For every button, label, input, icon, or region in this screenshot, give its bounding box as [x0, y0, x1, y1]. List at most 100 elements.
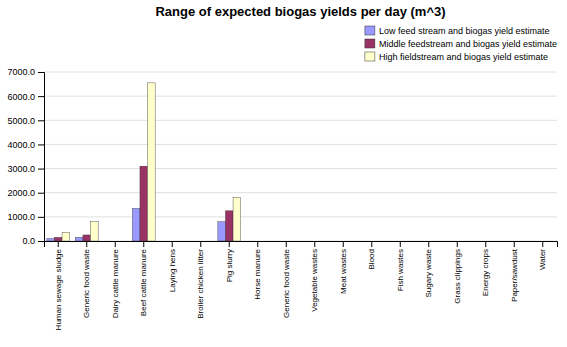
x-tick-mark — [257, 241, 258, 247]
y-tick-mark — [38, 72, 44, 73]
x-tick: Human sewage sludge — [54, 241, 63, 330]
x-tick-label: Laying hens — [168, 249, 177, 292]
x-tick-label: Energy crops — [481, 249, 490, 296]
grid-line — [44, 96, 557, 97]
x-tick-mark — [400, 241, 401, 247]
x-tick-mark — [343, 241, 344, 247]
x-tick-mark — [542, 241, 543, 247]
y-tick-mark — [38, 241, 44, 242]
bar — [503, 241, 511, 242]
y-tick-label: 2000.0 — [7, 188, 35, 198]
x-tick: Fish wastes — [396, 241, 405, 291]
bar — [161, 241, 169, 242]
x-tick-mark — [457, 241, 458, 247]
x-tick-mark — [115, 241, 116, 247]
y-tick-label: 1000.0 — [7, 212, 35, 222]
x-tick: Dairy cattle manure — [111, 241, 120, 318]
bar — [218, 222, 226, 241]
x-tick: Laying hens — [168, 241, 177, 292]
x-tick-label: Water — [538, 249, 547, 270]
x-tick: Generic food waste — [282, 241, 291, 318]
bar — [168, 241, 176, 242]
x-tick: Meat wastes — [339, 241, 348, 294]
bar — [75, 237, 83, 241]
grid-line — [44, 216, 557, 217]
x-tick-mark — [314, 241, 315, 247]
chart-title: Range of expected biogas yields per day … — [155, 4, 445, 19]
bar — [389, 241, 397, 242]
y-tick: 7000.0 — [7, 67, 44, 77]
y-tick: 5000.0 — [7, 116, 44, 126]
x-tick-mark — [58, 241, 59, 247]
x-tick-label: Pig slurry — [225, 249, 234, 282]
x-tick-label: Meat wastes — [339, 249, 348, 294]
y-tick-mark — [38, 169, 44, 170]
bar — [518, 241, 526, 242]
x-tick-label: Grass clippings — [453, 249, 462, 304]
x-tick-label: Vegetable wastes — [310, 249, 319, 312]
grid-line — [44, 144, 557, 145]
bar — [396, 241, 404, 242]
bar — [531, 241, 539, 242]
bar — [275, 241, 283, 242]
bar — [197, 241, 205, 242]
grid-line — [44, 192, 557, 193]
bar — [246, 241, 254, 242]
x-tick-mark — [172, 241, 173, 247]
bar — [404, 241, 412, 242]
x-tick-mark — [200, 241, 201, 247]
bar — [54, 237, 62, 241]
chart-svg: Range of expected biogas yields per day … — [0, 0, 567, 347]
bar — [83, 235, 91, 241]
x-tick-label: Beef cattle manure — [139, 248, 148, 316]
legend-swatch — [365, 26, 375, 35]
x-tick-mark — [286, 241, 287, 247]
x-tick-label: Blood — [367, 249, 376, 269]
bar — [539, 241, 547, 242]
y-tick-label: 4000.0 — [7, 140, 35, 150]
bar — [376, 241, 384, 242]
y-axis: 0.01000.02000.03000.04000.05000.06000.07… — [7, 67, 44, 246]
bar — [111, 241, 119, 242]
y-tick-label: 5000.0 — [7, 116, 35, 126]
x-tick: Blood — [367, 241, 376, 269]
bar — [490, 241, 498, 242]
grid-line — [44, 72, 557, 73]
bar — [254, 241, 262, 242]
bar — [290, 241, 298, 242]
x-tick: Grass clippings — [453, 241, 462, 304]
bar — [474, 241, 482, 242]
legend-swatch — [365, 39, 375, 48]
bar — [547, 241, 555, 242]
legend-swatch — [365, 52, 375, 61]
x-tick-mark — [485, 241, 486, 247]
bar — [311, 241, 319, 242]
bar — [347, 241, 355, 242]
x-tick-mark — [371, 241, 372, 247]
x-tick: Beef cattle manure — [139, 241, 148, 316]
x-tick-label: Fish wastes — [396, 249, 405, 291]
x-tick: Water — [538, 241, 547, 270]
bar — [189, 241, 197, 242]
grid — [44, 72, 557, 241]
legend-item: Low feed stream and biogas yield estimat… — [365, 26, 550, 36]
y-tick: 4000.0 — [7, 140, 44, 150]
bar — [119, 241, 127, 242]
bar — [282, 241, 290, 242]
x-tick-mark — [86, 241, 87, 247]
bar — [360, 241, 368, 242]
bar — [62, 233, 70, 241]
legend-label: Middle feedstream and biogas yield estim… — [379, 39, 557, 49]
bar — [446, 241, 454, 242]
bar — [205, 241, 213, 242]
grid-line — [44, 168, 557, 169]
x-tick-label: Dairy cattle manure — [111, 248, 120, 318]
x-tick-label: Generic food waste — [82, 248, 91, 317]
bar — [132, 208, 140, 241]
x-tick-label: Paper/sawdust — [510, 248, 519, 302]
x-axis-line — [45, 242, 558, 248]
bar — [47, 239, 55, 241]
bar — [104, 241, 112, 242]
y-tick-label: 7000.0 — [7, 67, 35, 77]
x-tick-label: Sugary waste — [424, 248, 433, 297]
